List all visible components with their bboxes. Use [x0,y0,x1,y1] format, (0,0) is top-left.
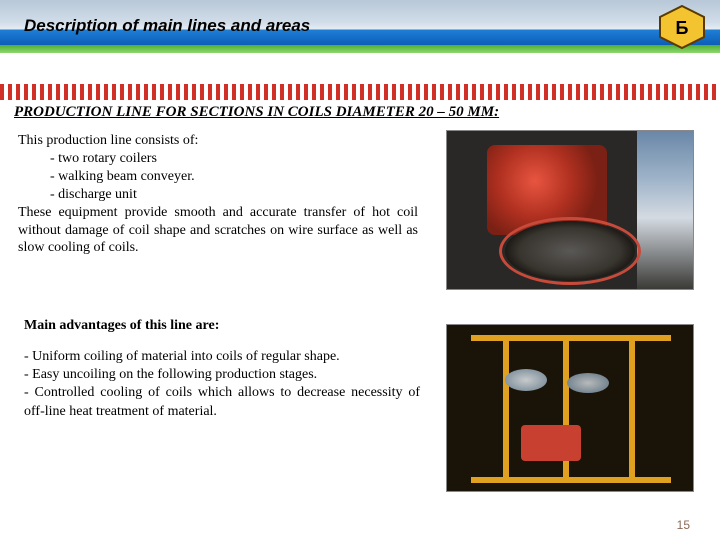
advantage-item: - Easy uncoiling on the following produc… [24,366,420,384]
intro-item: - two rotary coilers [18,150,418,168]
svg-text:Б: Б [676,18,689,38]
intro-block: This production line consists of: - two … [18,132,418,257]
equipment-photo-1 [446,130,694,290]
section-heading: PRODUCTION LINE FOR SECTIONS IN COILS DI… [14,104,499,121]
page-number: 15 [677,518,690,532]
header-band: Description of main lines and areas Б [0,0,720,78]
flag-ornament-strip [0,84,720,100]
intro-item: - discharge unit [18,186,418,204]
company-logo-icon: Б [656,4,708,50]
advantages-block: - Uniform coiling of material into coils… [24,348,420,421]
page-title: Description of main lines and areas [24,16,310,36]
intro-line: This production line consists of: [18,132,418,150]
intro-item: - walking beam conveyer. [18,168,418,186]
advantage-item: - Uniform coiling of material into coils… [24,348,420,366]
equipment-photo-2 [446,324,694,492]
intro-paragraph: These equipment provide smooth and accur… [18,204,418,258]
advantage-item: - Controlled cooling of coils which allo… [24,384,420,420]
advantages-heading: Main advantages of this line are: [24,318,219,334]
